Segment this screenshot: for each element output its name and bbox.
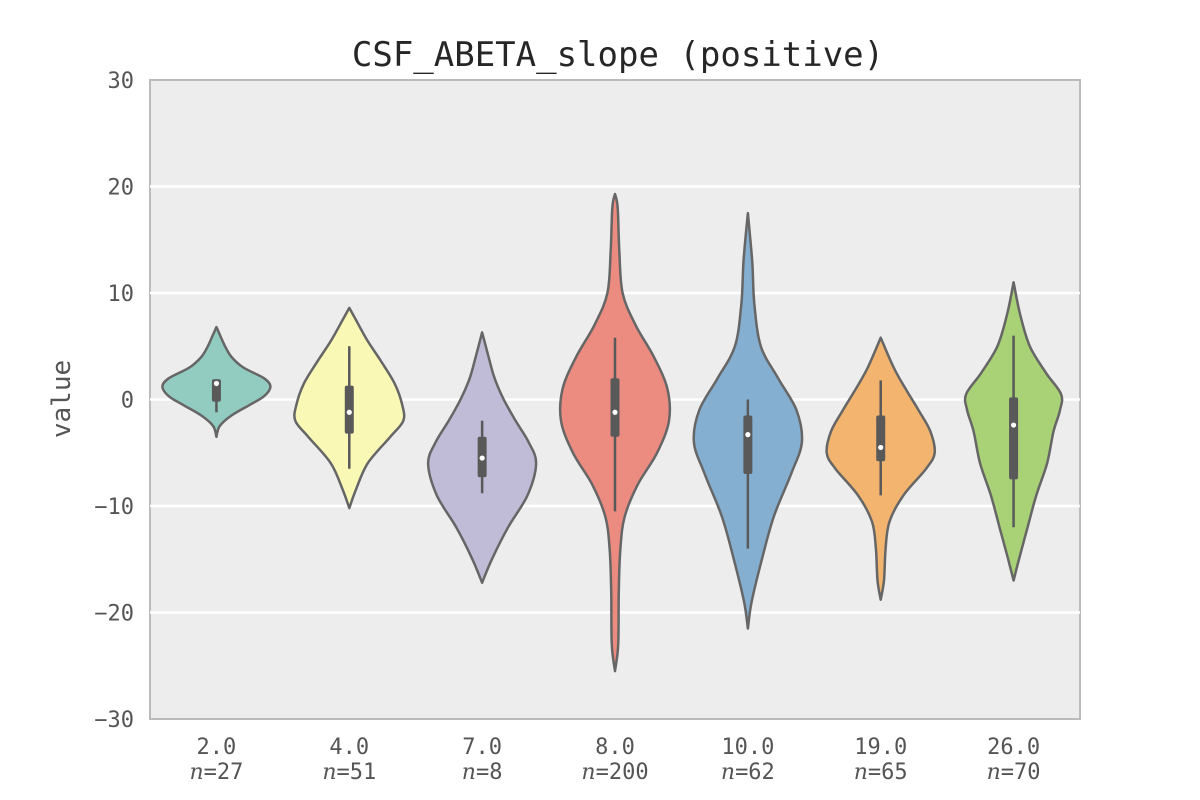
violins <box>161 192 1064 673</box>
x-tick-label: 10.0 <box>721 735 774 760</box>
y-tick-label: 10 <box>108 282 135 307</box>
violin-iqr-box <box>1009 397 1019 480</box>
violin-median <box>1010 422 1017 428</box>
n-count-value: =200 <box>596 760 649 785</box>
n-count-label: n=70 <box>987 760 1041 785</box>
violin-7.0 <box>426 331 538 584</box>
y-axis-label: value <box>47 360 77 438</box>
n-count-label: n=51 <box>322 760 376 785</box>
violin-median <box>878 444 884 451</box>
violin-median <box>745 432 751 438</box>
n-count-value: =70 <box>1001 760 1041 785</box>
violin-iqr-box <box>211 379 221 402</box>
n-symbol: n <box>854 760 868 785</box>
n-symbol: n <box>721 760 735 785</box>
n-count-label: n=8 <box>462 760 503 785</box>
violin-median <box>612 409 618 415</box>
violin-10.0 <box>692 211 804 630</box>
n-count-label: n=27 <box>189 760 243 785</box>
y-tick-label: −10 <box>94 495 134 520</box>
violin-iqr-box <box>743 415 753 475</box>
violin-iqr-box <box>876 415 886 462</box>
n-count-label: n=65 <box>854 760 908 785</box>
n-count-value: =51 <box>336 760 376 785</box>
n-count-label: n=200 <box>581 760 648 785</box>
violin-iqr-box <box>610 378 620 437</box>
violin-median <box>479 455 485 461</box>
y-tick-label: −30 <box>94 708 134 733</box>
y-tick-label: −20 <box>94 602 134 627</box>
violin-2.0 <box>161 325 272 439</box>
violin-median <box>346 409 352 415</box>
n-count-value: =65 <box>868 760 908 785</box>
x-tick-label: 8.0 <box>595 735 635 760</box>
y-tick-label: 20 <box>108 176 135 201</box>
violin-4.0 <box>293 306 406 510</box>
n-count-value: =62 <box>735 760 775 785</box>
x-tick-label: 26.0 <box>987 735 1040 760</box>
n-count-value: =8 <box>476 760 503 785</box>
y-tick-label: 30 <box>108 69 135 94</box>
violin-19.0 <box>825 336 937 601</box>
n-count-label: n=62 <box>721 760 775 785</box>
x-tick-label: 19.0 <box>854 735 907 760</box>
n-symbol: n <box>322 760 336 785</box>
x-tick-label: 7.0 <box>462 735 502 760</box>
violin-26.0 <box>963 281 1064 582</box>
y-tick-labels: −30 −20 −10 0 10 20 30 <box>94 69 134 733</box>
x-tick-label: 2.0 <box>197 735 237 760</box>
n-symbol: n <box>189 760 203 785</box>
n-symbol: n <box>462 760 476 785</box>
n-symbol: n <box>581 760 595 785</box>
n-symbol: n <box>987 760 1001 785</box>
violin-8.0 <box>558 192 672 673</box>
n-count-value: =27 <box>204 760 244 785</box>
x-tick-labels: 2.0n=274.0n=517.0n=88.0n=20010.0n=6219.0… <box>189 735 1040 785</box>
x-tick-label: 4.0 <box>329 735 369 760</box>
y-tick-label: 0 <box>121 389 134 414</box>
violin-median <box>213 380 220 387</box>
violin-iqr-box <box>344 385 354 434</box>
chart-title: CSF_ABETA_slope (positive) <box>352 35 884 75</box>
